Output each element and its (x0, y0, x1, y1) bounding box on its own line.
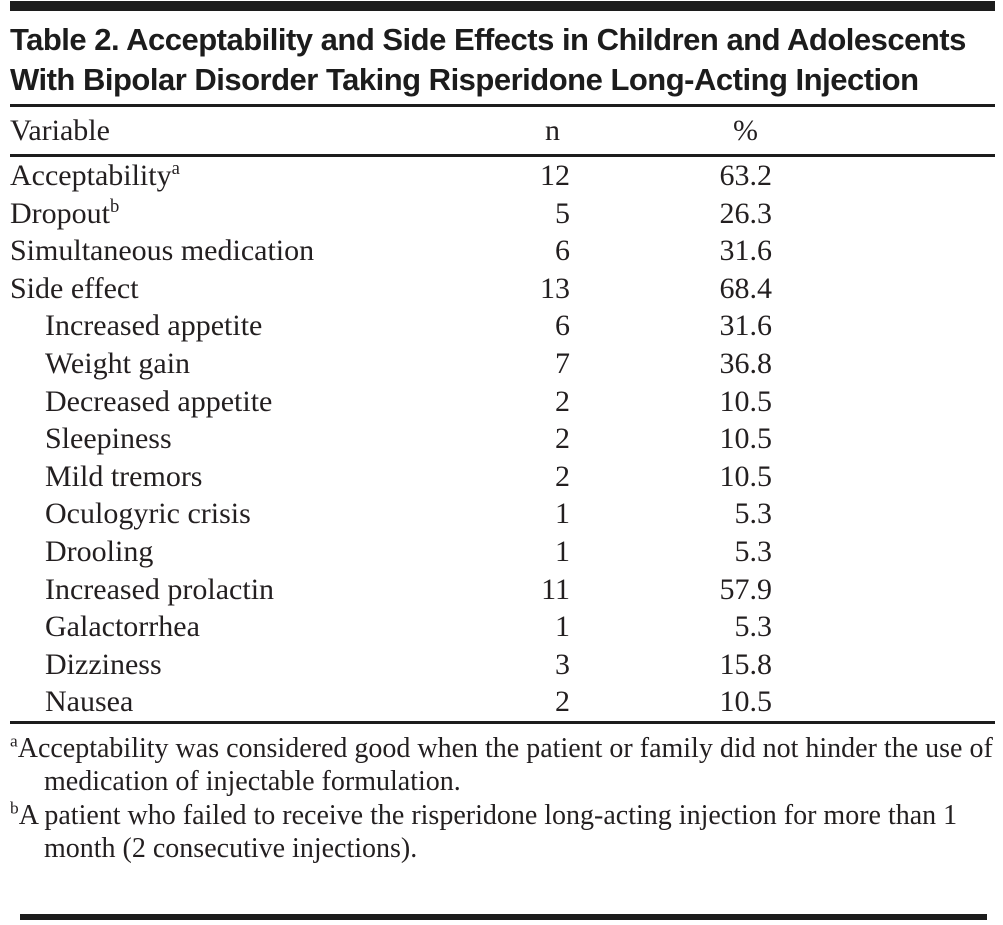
n-cell: 6 (555, 234, 570, 268)
n-cell: 2 (555, 422, 570, 456)
column-header-percent: % (733, 113, 758, 147)
variable-label: Weight gain (45, 346, 191, 380)
table-row: Sleepiness 2 10.5 (10, 420, 995, 458)
variable-label: Increased appetite (45, 309, 263, 343)
variable-superscript: b (110, 195, 120, 217)
variable-label: Simultaneous medication (10, 234, 315, 268)
variable-cell: Increased appetite (10, 307, 450, 345)
variable-superscript: a (171, 158, 180, 179)
variable-cell: Galactorrhea (10, 608, 450, 646)
n-cell: 7 (555, 346, 570, 380)
pct-cell: 36.8 (719, 346, 773, 380)
pct-cell: 26.3 (719, 196, 773, 230)
pct-cell: 63.2 (719, 159, 773, 192)
n-cell: 12 (540, 159, 570, 192)
variable-cell: Dizziness (10, 646, 450, 684)
variable-cell: Oculogyric crisis (10, 495, 450, 533)
table-row: Nausea 2 10.5 (10, 683, 995, 721)
table-header-row: Variable n % (10, 107, 995, 154)
n-cell: 2 (555, 459, 570, 493)
variable-label: Mild tremors (45, 459, 203, 493)
variable-label: Drooling (45, 534, 154, 568)
table-row: Oculogyric crisis 1 5.3 (10, 495, 995, 533)
table-row: Decreased appetite 2 10.5 (10, 383, 995, 421)
table-row: Dropoutb 5 26.3 (10, 195, 995, 233)
n-cell: 1 (555, 497, 570, 531)
variable-label: Nausea (45, 685, 134, 719)
rule-below-header (10, 154, 995, 157)
table-title: Table 2. Acceptability and Side Effects … (10, 22, 966, 97)
variable-label: Dizziness (45, 647, 162, 681)
table-row: Dizziness 3 15.8 (10, 646, 995, 684)
pct-cell: 5.3 (734, 610, 773, 644)
n-cell: 11 (541, 572, 570, 606)
table-body: Acceptabilitya 12 63.2 Dropoutb 5 26.3 S… (0, 157, 1003, 721)
footnotes: aAcceptability was considered good when … (10, 732, 995, 866)
footnote-a: aAcceptability was considered good when … (10, 732, 995, 799)
n-cell: 1 (555, 610, 570, 644)
variable-cell: Nausea (10, 683, 450, 721)
footnote-b-text: A patient who failed to receive the risp… (18, 799, 958, 865)
n-cell: 2 (555, 685, 570, 719)
rule-below-title (10, 104, 995, 107)
variable-cell: Acceptabilitya (10, 157, 450, 195)
variable-cell: Weight gain (10, 345, 450, 383)
n-cell: 13 (540, 271, 570, 305)
table-row: Galactorrhea 1 5.3 (10, 608, 995, 646)
table-row: Mild tremors 2 10.5 (10, 458, 995, 496)
variable-label: Side effect (10, 271, 139, 305)
column-header-variable: Variable (10, 113, 110, 147)
variable-cell: Sleepiness (10, 420, 450, 458)
table-row: Simultaneous medication 6 31.6 (10, 232, 995, 270)
pct-cell: 5.3 (734, 534, 773, 568)
pct-cell: 10.5 (719, 459, 773, 493)
variable-label: Galactorrhea (45, 610, 200, 644)
pct-cell: 57.9 (719, 572, 773, 606)
n-cell: 1 (555, 534, 570, 568)
variable-cell: Dropoutb (10, 195, 450, 233)
n-cell: 2 (555, 384, 570, 418)
variable-label: Sleepiness (45, 422, 172, 456)
variable-label: Dropout (10, 196, 110, 230)
pct-cell: 68.4 (719, 271, 773, 305)
table-row: Increased prolactin 11 57.9 (10, 571, 995, 609)
variable-label: Acceptability (10, 159, 172, 192)
variable-label: Increased prolactin (45, 572, 275, 606)
pct-cell: 31.6 (719, 234, 773, 268)
variable-cell: Decreased appetite (10, 383, 450, 421)
footnote-b-marker: b (10, 798, 19, 818)
variable-label: Decreased appetite (45, 384, 273, 418)
variable-cell: Simultaneous medication (10, 232, 450, 270)
pct-cell: 15.8 (719, 647, 773, 681)
bottom-rule-bar (20, 914, 987, 920)
pct-cell: 31.6 (719, 309, 773, 343)
pct-cell: 10.5 (719, 685, 773, 719)
variable-cell: Mild tremors (10, 458, 450, 496)
n-cell: 5 (555, 196, 570, 230)
table-row: Acceptabilitya 12 63.2 (10, 157, 995, 195)
footnote-a-marker: a (10, 731, 18, 751)
footnote-a-text: Acceptability was considered good when t… (17, 732, 993, 798)
rule-above-footnotes (10, 720, 995, 724)
table-row: Drooling 1 5.3 (10, 533, 995, 571)
variable-label: Oculogyric crisis (45, 497, 251, 531)
pct-cell: 5.3 (734, 497, 773, 531)
variable-cell: Side effect (10, 270, 450, 308)
pct-cell: 10.5 (719, 422, 773, 456)
table-row: Increased appetite 6 31.6 (10, 307, 995, 345)
table-row: Weight gain 7 36.8 (10, 345, 995, 383)
pct-cell: 10.5 (719, 384, 773, 418)
n-cell: 6 (555, 309, 570, 343)
column-header-n: n (545, 113, 560, 147)
n-cell: 3 (555, 647, 570, 681)
variable-cell: Increased prolactin (10, 571, 450, 609)
footnote-b: bA patient who failed to receive the ris… (10, 799, 995, 866)
table-row: Side effect 13 68.4 (10, 270, 995, 308)
variable-cell: Drooling (10, 533, 450, 571)
top-rule-bar (10, 1, 995, 11)
